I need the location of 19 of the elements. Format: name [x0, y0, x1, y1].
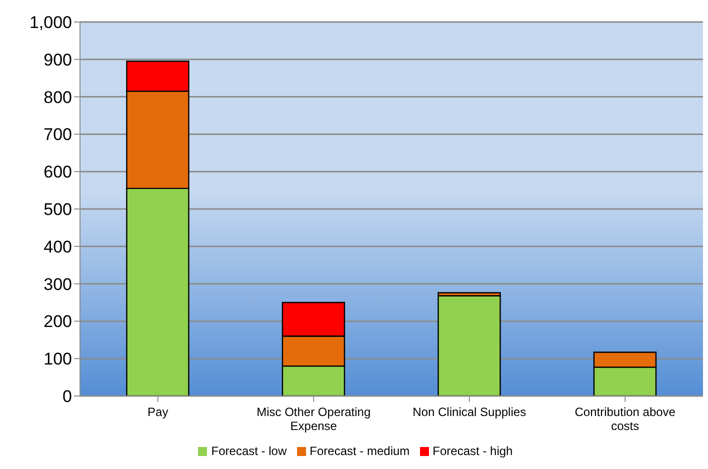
y-tick-label: 0 [62, 387, 72, 406]
y-tick-label: 200 [44, 312, 72, 332]
bar [438, 295, 501, 396]
x-tick-label: Pay [148, 405, 168, 419]
legend-label: Forecast - medium [310, 444, 410, 458]
y-tick-label: 500 [44, 200, 72, 220]
y-tick-label: 300 [44, 274, 72, 294]
y-tick-label: 900 [44, 50, 72, 70]
legend-label: Forecast - low [211, 444, 287, 458]
x-tick-label: Contribution above costs [574, 405, 676, 433]
y-tick-label: 100 [44, 350, 72, 369]
y-tick-label: 700 [44, 125, 72, 144]
y-tick-label: 600 [44, 162, 72, 182]
y-tick-label: 800 [44, 88, 72, 107]
y-tick-label: 1,000 [29, 13, 72, 32]
legend-label: Forecast - high [432, 444, 513, 458]
y-tick-label: 400 [44, 237, 72, 256]
x-tick-label: Non Clinical Supplies [412, 405, 526, 419]
x-tick-label: Misc Other Operating Expense [256, 405, 371, 433]
